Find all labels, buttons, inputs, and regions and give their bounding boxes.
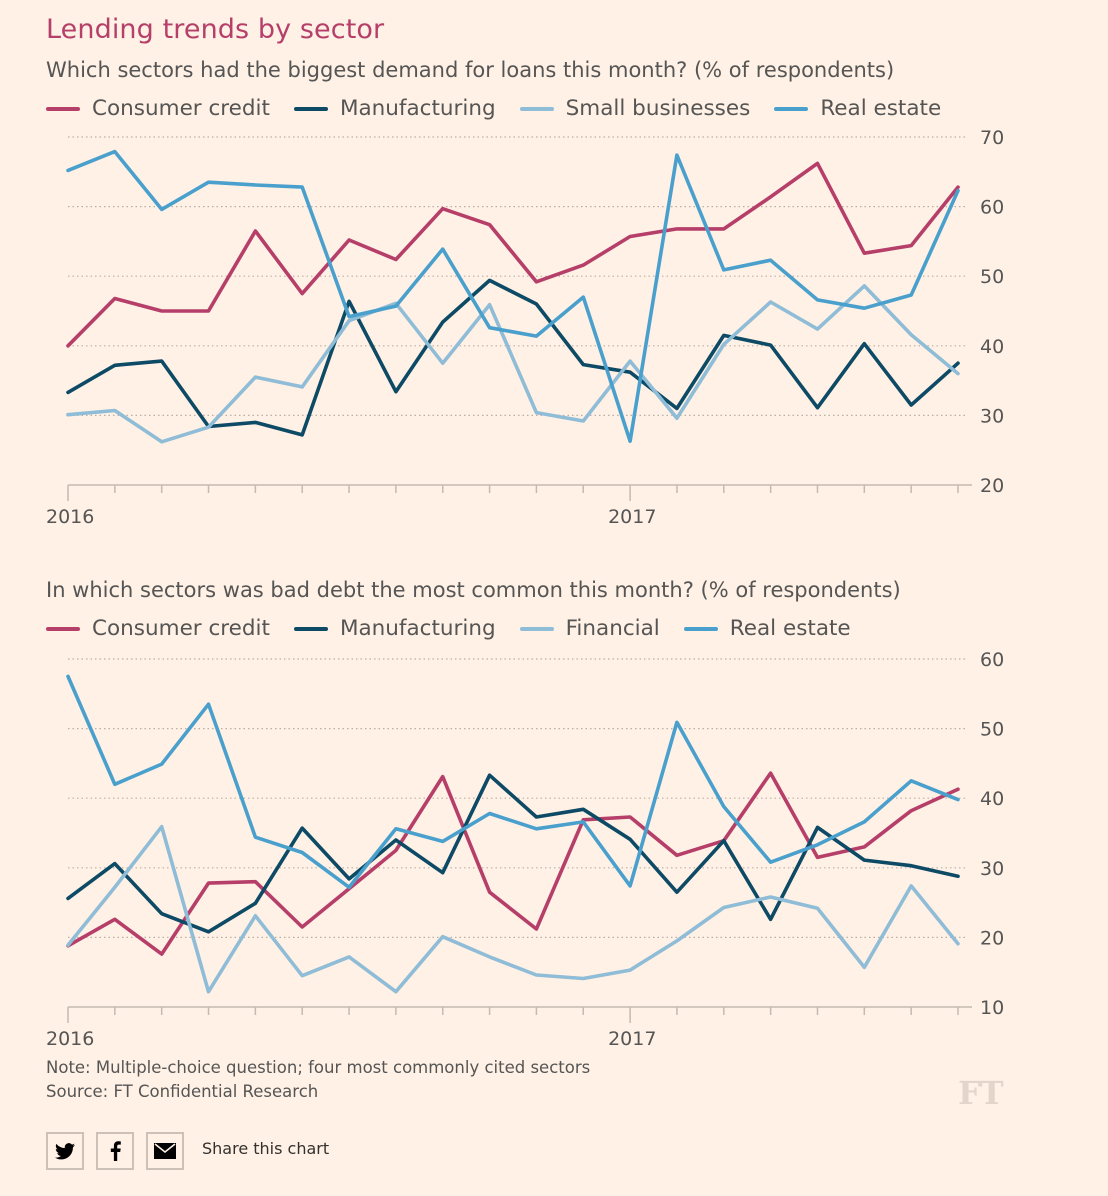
chart-1-subtitle: Which sectors had the biggest demand for… bbox=[46, 58, 895, 82]
y-tick-label: 40 bbox=[980, 788, 1004, 810]
y-tick-label: 50 bbox=[980, 266, 1004, 288]
series-line-real-estate bbox=[66, 674, 960, 890]
y-tick-label: 10 bbox=[980, 997, 1004, 1019]
y-tick-label: 60 bbox=[980, 649, 1004, 671]
share-twitter-button[interactable] bbox=[46, 1132, 84, 1170]
bad-debt-line-chart: 10 20 30 40 50 60 2016 2017 bbox=[46, 649, 1004, 1050]
y-tick-label: 70 bbox=[980, 127, 1004, 149]
series-line-manufacturing bbox=[66, 773, 960, 934]
y-tick-label: 50 bbox=[980, 719, 1004, 741]
y-tick-label: 30 bbox=[980, 858, 1004, 880]
chart-title: Lending trends by sector bbox=[46, 14, 385, 45]
legend-label: Real estate bbox=[729, 616, 851, 641]
series-line-consumer-credit bbox=[66, 161, 960, 348]
x-tick-label: 2016 bbox=[46, 1028, 94, 1050]
email-icon bbox=[154, 1143, 176, 1159]
legend-swatch bbox=[683, 626, 718, 631]
chart-source: Source: FT Confidential Research bbox=[46, 1082, 319, 1101]
legend-label: Manufacturing bbox=[339, 96, 496, 121]
legend-swatch bbox=[46, 626, 80, 631]
series-line-financial bbox=[66, 824, 960, 994]
legend-label: Consumer credit bbox=[92, 616, 270, 641]
share-email-button[interactable] bbox=[146, 1132, 184, 1170]
series-line-small-businesses bbox=[66, 284, 960, 444]
share-bar: Share this chart bbox=[46, 1132, 329, 1170]
share-facebook-button[interactable] bbox=[96, 1132, 134, 1170]
facebook-icon bbox=[110, 1141, 121, 1161]
chart-2-legend: Consumer credit Manufacturing Financial … bbox=[46, 616, 875, 641]
share-label: Share this chart bbox=[202, 1138, 330, 1158]
twitter-icon bbox=[55, 1142, 75, 1159]
series-line-real-estate bbox=[66, 149, 960, 444]
legend-item-consumer-credit: Consumer credit bbox=[46, 96, 270, 121]
series-line-consumer-credit bbox=[66, 771, 960, 956]
chart-note: Note: Multiple-choice question; four mos… bbox=[46, 1058, 591, 1077]
y-tick-label: 20 bbox=[980, 927, 1004, 949]
x-tick-label: 2017 bbox=[608, 1028, 656, 1050]
legend-swatch bbox=[519, 626, 554, 631]
legend-swatch bbox=[519, 106, 554, 111]
legend-item-manufacturing: Manufacturing bbox=[293, 96, 496, 121]
chart-2-subtitle: In which sectors was bad debt the most c… bbox=[46, 578, 901, 602]
legend-swatch bbox=[774, 106, 809, 111]
y-tick-label: 30 bbox=[980, 405, 1004, 427]
y-tick-label: 40 bbox=[980, 336, 1004, 358]
legend-swatch bbox=[46, 106, 80, 111]
legend-item-real-estate: Real estate bbox=[683, 616, 851, 641]
legend-label: Financial bbox=[565, 616, 660, 641]
legend-label: Consumer credit bbox=[92, 96, 270, 121]
y-tick-label: 60 bbox=[980, 197, 1004, 219]
legend-item-small-businesses: Small businesses bbox=[519, 96, 751, 121]
chart-1-legend: Consumer credit Manufacturing Small busi… bbox=[46, 96, 965, 121]
legend-label: Small businesses bbox=[565, 96, 751, 121]
ft-logo: FT bbox=[958, 1074, 1004, 1112]
x-tick-label: 2017 bbox=[608, 506, 656, 528]
legend-label: Manufacturing bbox=[339, 616, 496, 641]
demand-line-chart: 20 30 40 50 60 70 2016 2017 bbox=[46, 127, 1004, 528]
legend-label: Real estate bbox=[820, 96, 942, 121]
legend-item-financial: Financial bbox=[519, 616, 660, 641]
y-tick-label: 20 bbox=[980, 475, 1004, 497]
legend-swatch bbox=[293, 626, 328, 631]
legend-item-consumer-credit: Consumer credit bbox=[46, 616, 270, 641]
legend-item-manufacturing: Manufacturing bbox=[293, 616, 496, 641]
x-tick-label: 2016 bbox=[46, 506, 94, 528]
legend-swatch bbox=[293, 106, 328, 111]
legend-item-real-estate: Real estate bbox=[774, 96, 941, 121]
series-line-manufacturing bbox=[66, 278, 960, 437]
